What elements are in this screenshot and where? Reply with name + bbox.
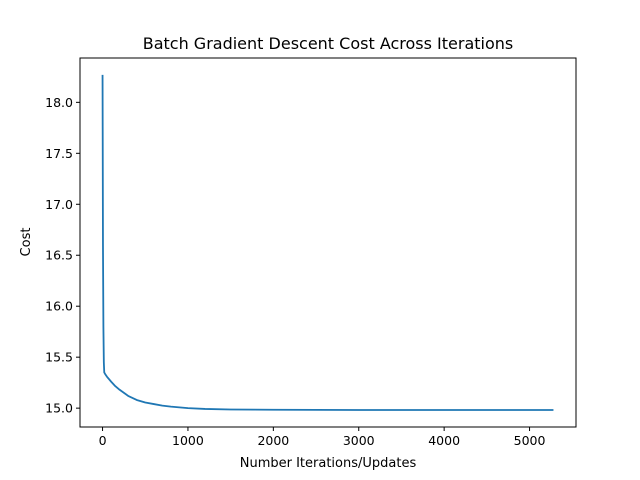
plot-area — [101, 74, 554, 411]
x-tick-label: 2000 — [257, 433, 289, 448]
y-axis: 15.0 15.5 16.0 16.5 17.0 17.5 18.0 — [45, 95, 80, 416]
y-tick-label: 15.0 — [45, 401, 73, 416]
x-tick-label: 0 — [99, 433, 107, 448]
y-tick-label: 17.5 — [45, 146, 73, 161]
y-tick-label: 15.5 — [45, 350, 73, 365]
x-axis-label: Number Iterations/Updates — [240, 456, 417, 471]
x-tick-label: 5000 — [514, 433, 546, 448]
x-tick-label: 1000 — [172, 433, 204, 448]
y-tick-label: 16.0 — [45, 299, 73, 314]
x-axis: 0 1000 2000 3000 4000 5000 — [99, 427, 546, 448]
y-tick-label: 16.5 — [45, 248, 73, 263]
x-tick-label: 4000 — [428, 433, 460, 448]
chart-title: Batch Gradient Descent Cost Across Itera… — [143, 34, 514, 53]
x-tick-label: 3000 — [343, 433, 375, 448]
plot-frame — [79, 57, 577, 428]
y-axis-label: Cost — [19, 228, 34, 257]
cost-series-line — [101, 74, 554, 411]
y-tick-label: 17.0 — [45, 197, 73, 212]
y-tick-label: 18.0 — [45, 95, 73, 110]
